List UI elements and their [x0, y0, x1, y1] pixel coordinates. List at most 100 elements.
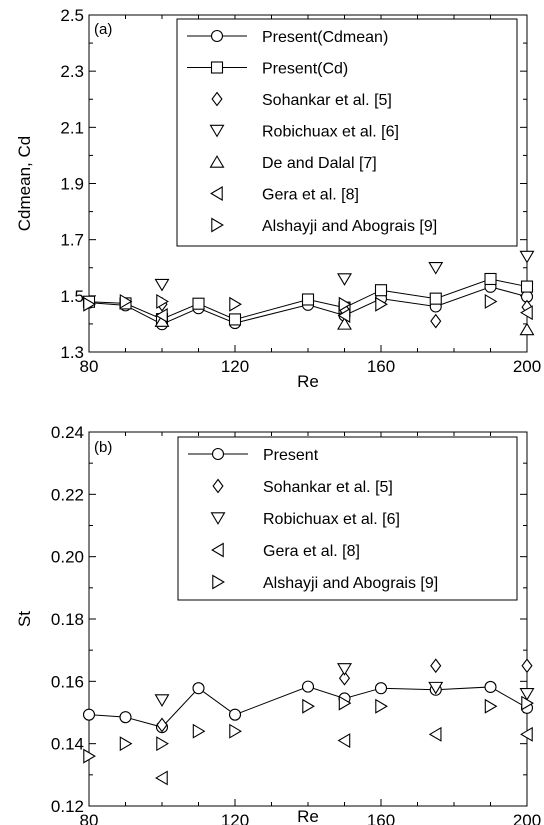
y-tick-label: 1.5: [60, 287, 84, 306]
legend-marker: [212, 478, 224, 494]
data-point: [519, 688, 535, 701]
legend-entry-label: Sohankar et al. [5]: [263, 479, 393, 496]
data-point: [337, 273, 352, 286]
data-point: [484, 293, 498, 309]
legend-marker: [211, 542, 224, 558]
x-tick-label: 200: [513, 357, 541, 376]
data-point: [521, 695, 534, 711]
data-point: [228, 313, 242, 326]
y-axis-label: Cdmean, Cd: [15, 136, 34, 231]
y-tick-label: 0.20: [51, 548, 84, 567]
data-point: [338, 296, 352, 312]
y-tick-label: 0.12: [51, 797, 84, 816]
legend-marker: [209, 124, 225, 138]
y-axis-label: St: [15, 611, 34, 627]
legend-marker: [210, 512, 226, 525]
data-point: [375, 296, 388, 312]
data-point: [119, 293, 133, 309]
data-point: [428, 726, 442, 742]
y-tick-label: 1.9: [60, 175, 84, 194]
x-tick-label: 120: [221, 811, 249, 825]
data-point: [83, 296, 96, 312]
data-point: [154, 278, 170, 292]
data-point: [229, 723, 242, 739]
y-tick-label: 1.3: [60, 343, 84, 362]
y-tick-label: 0.14: [51, 735, 84, 754]
data-point: [484, 698, 498, 714]
panel-label: (b): [94, 439, 112, 456]
data-point: [337, 733, 351, 749]
legend-box: [176, 18, 518, 247]
data-point: [301, 293, 315, 306]
data-point: [228, 708, 242, 721]
legend-entry-label: Robichuax et al. [6]: [262, 124, 399, 141]
y-tick-label: 0.22: [51, 485, 84, 504]
legend-entry-label: Present(Cdmean): [262, 29, 388, 46]
data-point: [337, 308, 351, 323]
x-tick-label: 160: [367, 357, 395, 376]
data-point: [155, 770, 168, 786]
legend-marker: [210, 186, 223, 201]
x-axis-label: Re: [297, 807, 319, 825]
legend: Present(Cdmean) Present(Cd) Sohankar et al…: [176, 18, 518, 247]
y-tick-label: 0.24: [51, 423, 84, 442]
data-point: [430, 658, 442, 674]
data-point: [154, 694, 170, 707]
legend-marker: [210, 29, 224, 43]
data-point: [301, 680, 315, 693]
legend-marker: [210, 61, 224, 74]
data-point: [338, 670, 351, 686]
data-point: [119, 711, 132, 724]
series-diamond: [156, 658, 533, 733]
series-triangle-down: [154, 250, 535, 292]
panel-label: (a): [94, 21, 112, 38]
data-point: [521, 658, 533, 674]
data-point: [374, 284, 388, 297]
y-tick-label: 2.1: [60, 118, 84, 137]
legend-entry-label: Present(Cd): [262, 61, 348, 78]
series-triangle-left: [155, 305, 533, 323]
chart-panel-a: 80 120 160 200 1.3 1.5 1.7 1.9 2.1 2.3 2.5 Re Cdmean…: [15, 6, 541, 391]
x-tick-label: 80: [80, 811, 99, 825]
series-triangle-left: [155, 726, 533, 786]
data-point: [156, 293, 169, 309]
x-tick-label: 200: [513, 811, 541, 825]
legend-box: [177, 436, 518, 601]
x-tick-label: 80: [80, 357, 99, 376]
legend-marker: [211, 217, 224, 233]
data-point: [337, 316, 352, 330]
data-point: [519, 250, 535, 264]
legend: Present Sohankar et al. [5] Robichuax et a…: [177, 436, 518, 601]
y-tick-label: 1.7: [60, 231, 84, 250]
data-point: [374, 682, 388, 695]
data-point: [119, 736, 133, 752]
chart-panel-b: 80 120 160 200 0.12 0.14 0.16 0.18 0.20 0.22 0.24 R…: [15, 423, 541, 825]
y-tick-label: 2.3: [60, 62, 84, 81]
x-axis-label: Re: [297, 372, 319, 391]
y-tick-label: 2.5: [60, 6, 84, 25]
x-tick-label: 160: [367, 811, 395, 825]
data-point: [156, 736, 169, 752]
data-point: [375, 698, 388, 714]
data-point: [430, 313, 442, 329]
data-point: [520, 726, 533, 742]
series-triangle-right: [83, 293, 498, 312]
legend-marker: [209, 155, 225, 168]
series-triangle-right: [83, 695, 534, 764]
y-tick-label: 0.16: [51, 672, 84, 691]
legend-marker: [211, 447, 225, 461]
series-square: [82, 272, 534, 326]
data-point: [519, 322, 535, 336]
legend-entry-label: Alshayji and Abograis [9]: [262, 218, 437, 235]
data-point: [484, 272, 497, 286]
legend-entry-label: Present: [263, 447, 319, 464]
legend-entry-label: De and Dalal [7]: [262, 155, 377, 172]
data-point: [428, 681, 444, 695]
data-point: [428, 261, 444, 275]
legend-marker: [212, 574, 225, 590]
legend-entry-label: Gera et al. [8]: [262, 187, 359, 204]
legend-entry-label: Alshayji and Abograis [9]: [263, 575, 438, 592]
data-point: [156, 717, 168, 733]
series-triangle-down: [154, 663, 535, 707]
